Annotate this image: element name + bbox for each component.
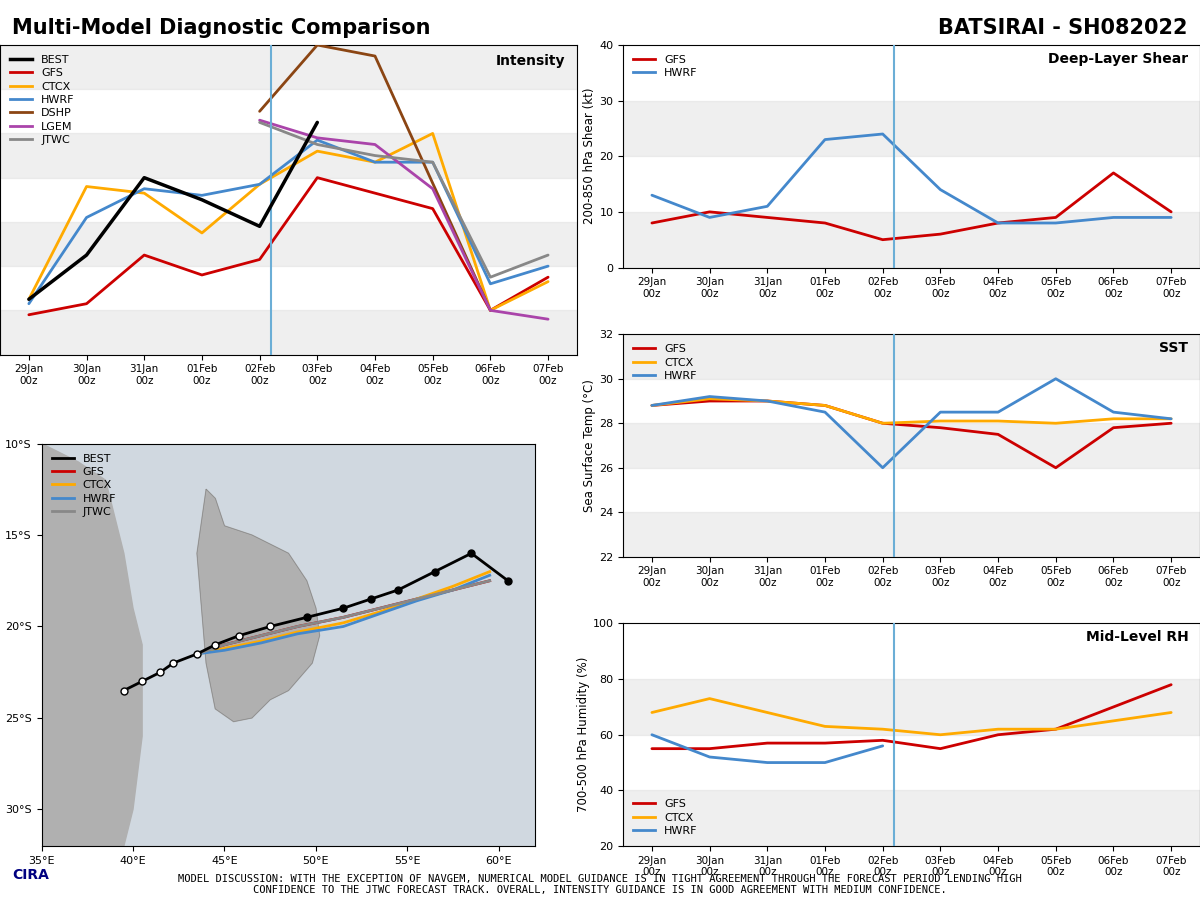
Legend: GFS, CTCX, HWRF: GFS, CTCX, HWRF (629, 340, 702, 385)
Text: Deep-Layer Shear: Deep-Layer Shear (1049, 51, 1188, 66)
Bar (623, 423, 1200, 468)
Y-axis label: 200-850 hPa Shear (kt): 200-850 hPa Shear (kt) (583, 88, 596, 224)
Text: Multi-Model Diagnostic Comparison: Multi-Model Diagnostic Comparison (12, 18, 431, 38)
Bar (0, 310, 577, 355)
Polygon shape (42, 444, 142, 846)
Legend: GFS, HWRF: GFS, HWRF (629, 50, 702, 83)
Bar (623, 334, 1200, 379)
Text: SST: SST (1159, 341, 1188, 355)
Legend: GFS, CTCX, HWRF: GFS, CTCX, HWRF (629, 795, 702, 841)
Text: CIRA: CIRA (12, 868, 49, 882)
Bar (623, 512, 1200, 557)
Legend: BEST, GFS, CTCX, HWRF, DSHP, LGEM, JTWC: BEST, GFS, CTCX, HWRF, DSHP, LGEM, JTWC (6, 50, 79, 149)
Bar (623, 101, 1200, 157)
Text: BATSIRAI - SH082022: BATSIRAI - SH082022 (938, 18, 1188, 38)
Bar (0, 45, 577, 89)
Text: Mid-Level RH: Mid-Level RH (1086, 630, 1188, 644)
Polygon shape (197, 490, 319, 722)
Bar (0, 133, 577, 177)
Bar (623, 680, 1200, 734)
Legend: BEST, GFS, CTCX, HWRF, JTWC: BEST, GFS, CTCX, HWRF, JTWC (47, 449, 120, 521)
Bar (623, 212, 1200, 267)
Text: Intensity: Intensity (496, 54, 565, 68)
Y-axis label: 700-500 hPa Humidity (%): 700-500 hPa Humidity (%) (576, 657, 589, 813)
Bar (623, 790, 1200, 846)
Text: MODEL DISCUSSION: WITH THE EXCEPTION OF NAVGEM, NUMERICAL MODEL GUIDANCE IS IN T: MODEL DISCUSSION: WITH THE EXCEPTION OF … (178, 874, 1022, 896)
Bar (0, 222, 577, 266)
Y-axis label: Sea Surface Temp (°C): Sea Surface Temp (°C) (583, 379, 596, 512)
